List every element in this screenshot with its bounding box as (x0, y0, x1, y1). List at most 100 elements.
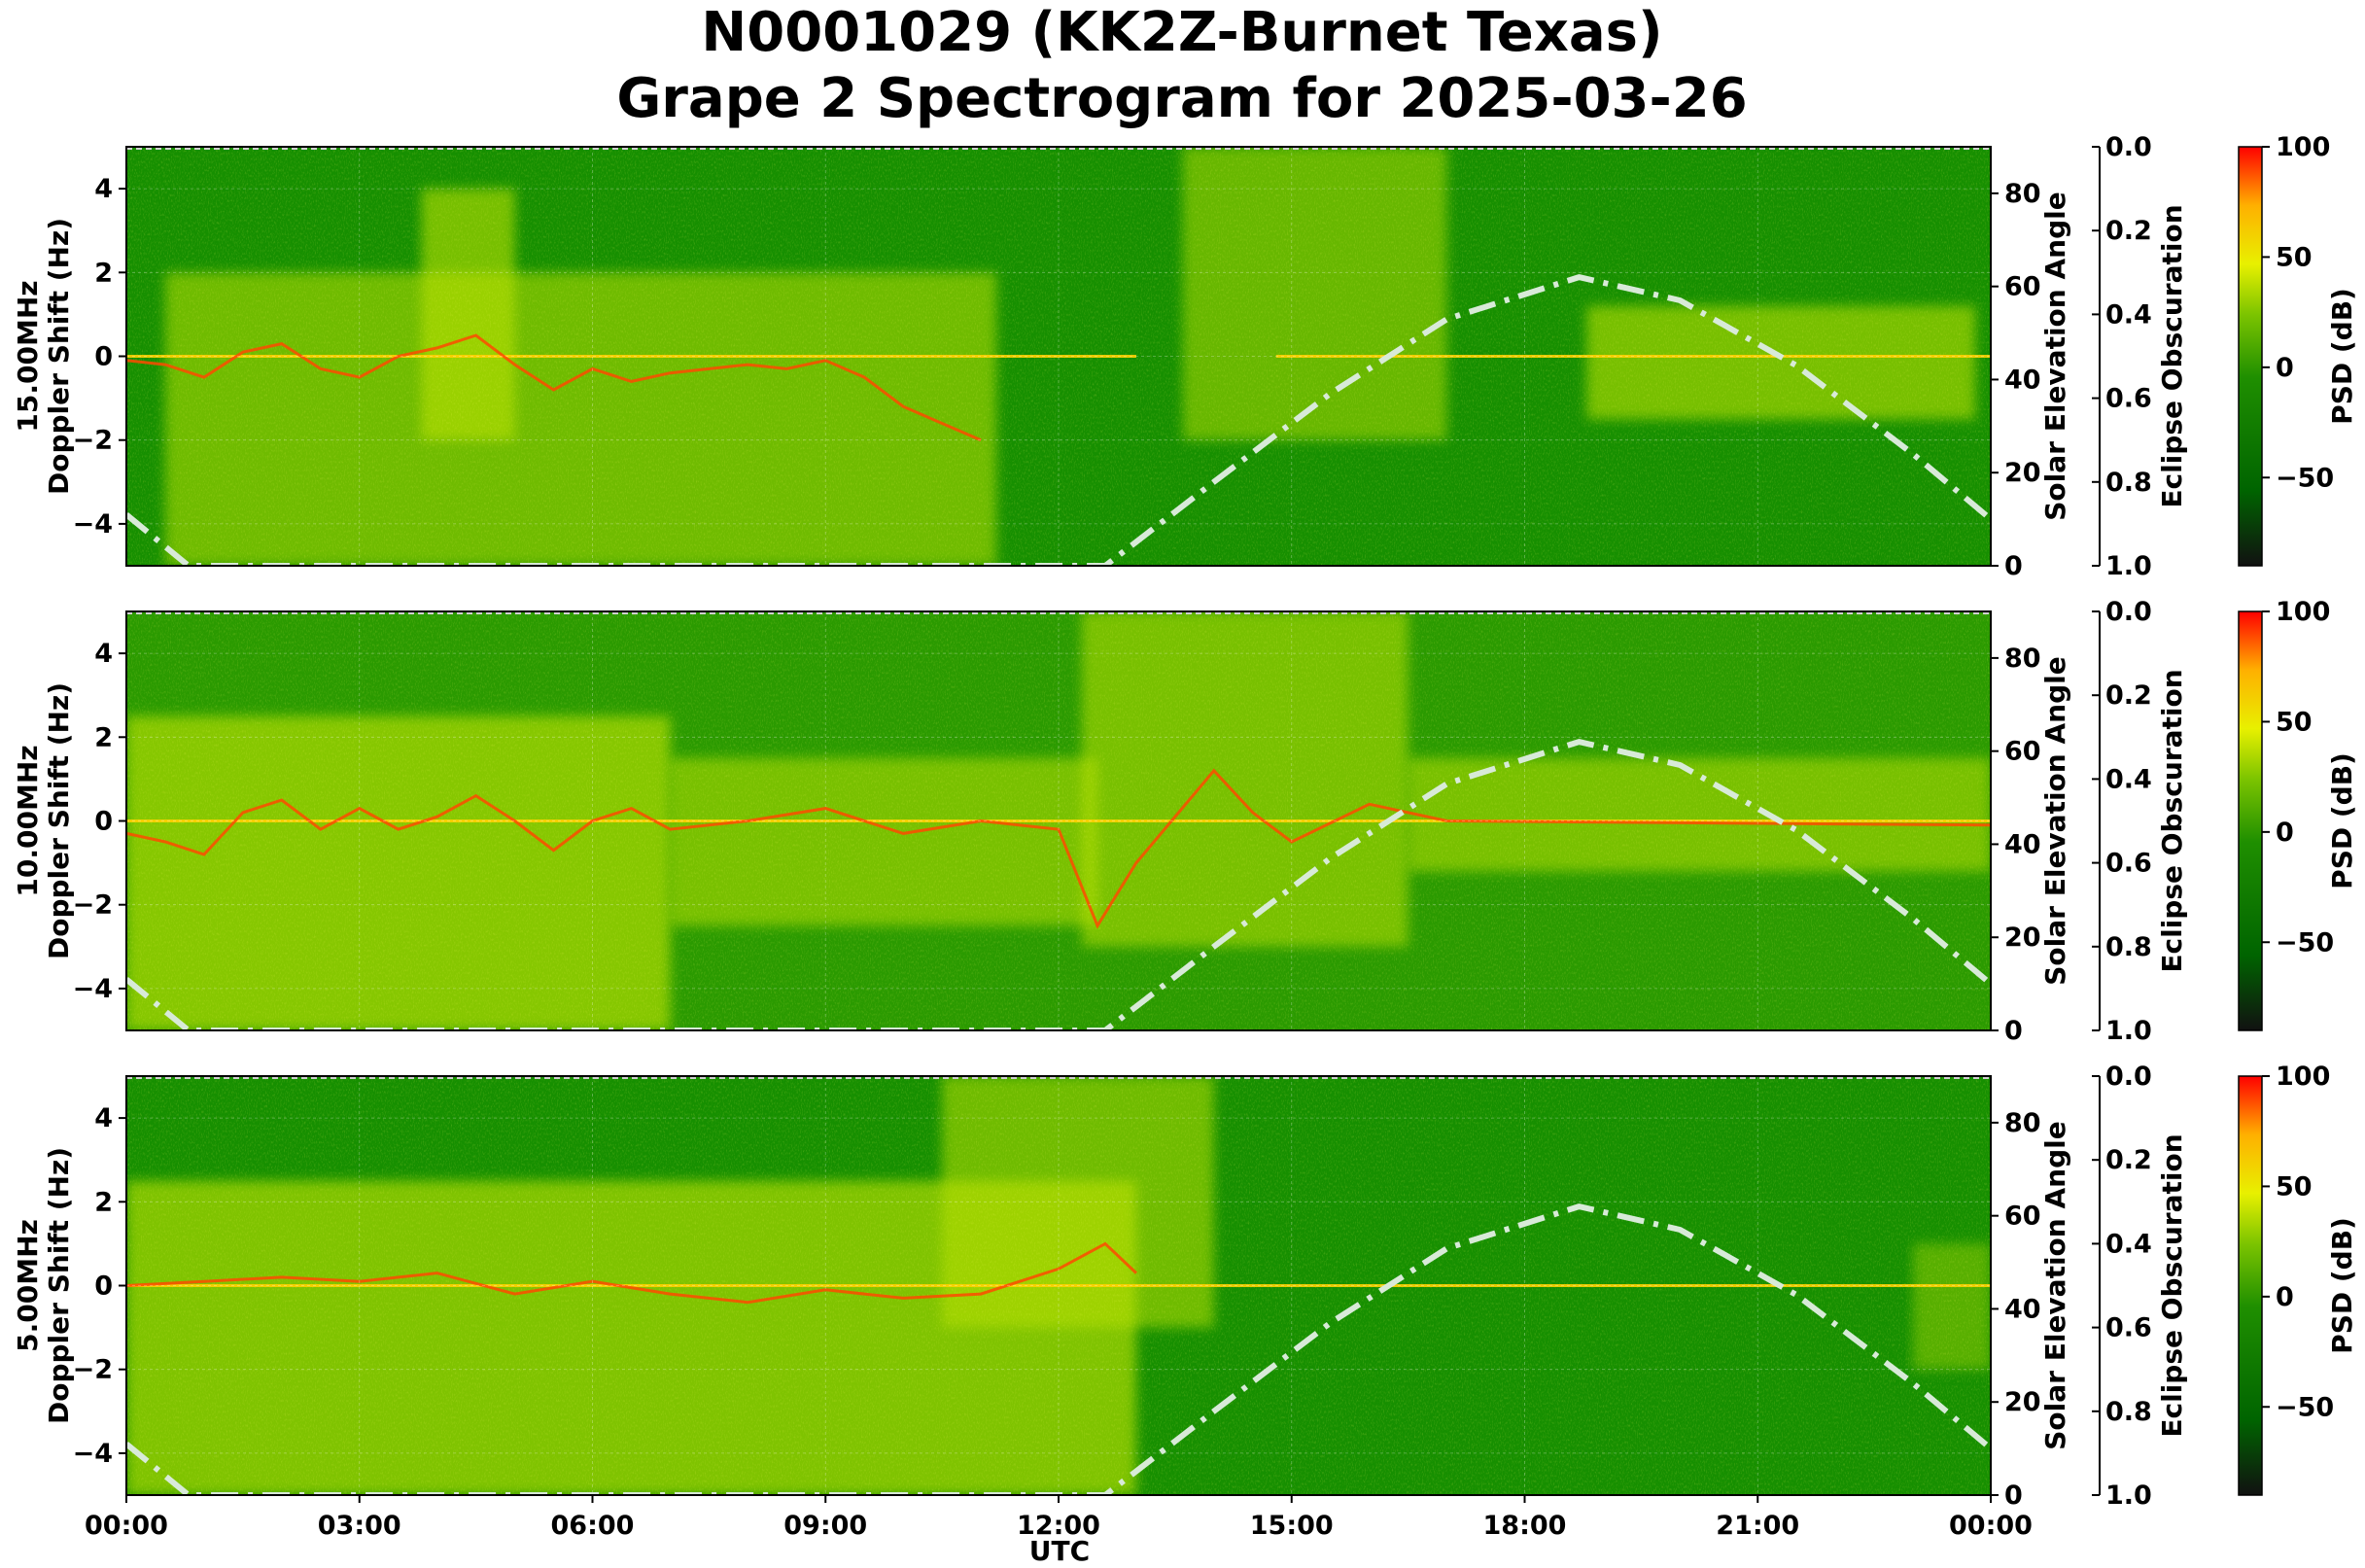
chart-title-line1: N0001029 (KK2Z-Burnet Texas) (701, 1, 1662, 64)
y-tick-label: 0 (94, 342, 113, 372)
spectrogram-panel (126, 611, 1991, 1030)
obsc-tick-label: 0.0 (2105, 132, 2152, 162)
y-tick-label: 4 (94, 1103, 113, 1133)
obsc-tick-label: 1.0 (2105, 551, 2152, 581)
y-tick-label: 2 (94, 1187, 113, 1217)
x-tick-label: 18:00 (1483, 1511, 1567, 1541)
elev-tick-label: 40 (2004, 829, 2041, 859)
elev-axis-label: Solar Elevation Angle (2039, 1121, 2071, 1449)
cbar-tick-label: −50 (2276, 463, 2334, 493)
y-tick-label: 0 (94, 807, 113, 837)
y-tick-label: −2 (73, 426, 113, 456)
cbar-axis-label: PSD (dB) (2326, 1217, 2358, 1354)
obsc-tick-label: 0.4 (2105, 764, 2152, 794)
y-tick-label: −2 (73, 890, 113, 921)
obsc-axis-label: Eclipse Obscuration (2156, 1133, 2188, 1437)
cbar-tick-label: 0 (2276, 1282, 2294, 1312)
elev-axis-label: Solar Elevation Angle (2039, 192, 2071, 520)
cbar-tick-label: 0 (2276, 818, 2294, 848)
chart-title-line2: Grape 2 Spectrogram for 2025-03-26 (616, 67, 1747, 130)
doppler-axis-label: Doppler Shift (Hz) (43, 1147, 75, 1424)
spectrogram-panel (126, 147, 1991, 566)
obsc-tick-label: 0.4 (2105, 1229, 2152, 1259)
panel-frequency-label: 5.00MHz (12, 1219, 44, 1352)
elev-tick-label: 60 (2004, 272, 2041, 302)
cbar-tick-label: −50 (2276, 1392, 2334, 1422)
cbar-tick-label: 50 (2276, 242, 2313, 272)
cbar-tick-label: 50 (2276, 1171, 2313, 1202)
x-tick-label: 09:00 (783, 1511, 867, 1541)
solar-elevation-line (126, 739, 1991, 1030)
obsc-tick-label: 0.6 (2105, 384, 2152, 414)
obsc-tick-label: 0.8 (2105, 1397, 2152, 1427)
cbar-tick-label: 100 (2276, 1062, 2330, 1092)
panels-group: 420−2−415.00MHz Doppler Shift (Hz)8060402… (12, 132, 2358, 1541)
elev-tick-label: 20 (2004, 923, 2041, 953)
obsc-axis-label: Eclipse Obscuration (2156, 669, 2188, 972)
y-tick-label: 2 (94, 258, 113, 288)
cbar-tick-label: 100 (2276, 597, 2330, 627)
cbar-tick-label: 50 (2276, 707, 2313, 737)
elev-tick-label: 0 (2004, 551, 2023, 581)
obsc-tick-label: 1.0 (2105, 1016, 2152, 1046)
obsc-tick-label: 0.8 (2105, 932, 2152, 962)
y-tick-label: 0 (94, 1272, 113, 1302)
obsc-tick-label: 0.0 (2105, 597, 2152, 627)
cbar-axis-label: PSD (dB) (2326, 288, 2358, 425)
elev-tick-label: 80 (2004, 179, 2041, 209)
elev-tick-label: 20 (2004, 1387, 2041, 1417)
doppler-axis-label: Doppler Shift (Hz) (43, 218, 75, 495)
elev-tick-label: 80 (2004, 644, 2041, 674)
obsc-tick-label: 0.4 (2105, 299, 2152, 330)
y-tick-label: −4 (73, 974, 113, 1004)
panel-frequency-label: 15.00MHz (12, 280, 44, 432)
x-tick-label: 12:00 (1017, 1511, 1100, 1541)
doppler-axis-label: Doppler Shift (Hz) (43, 682, 75, 959)
panel-frequency-label: 10.00MHz (12, 745, 44, 896)
y-tick-label: −2 (73, 1355, 113, 1385)
elev-tick-label: 0 (2004, 1481, 2023, 1511)
x-tick-label: 15:00 (1250, 1511, 1334, 1541)
elev-tick-label: 80 (2004, 1108, 2041, 1138)
solar-elevation-line (126, 274, 1991, 566)
elev-axis-label: Solar Elevation Angle (2039, 656, 2071, 985)
y-tick-label: 2 (94, 722, 113, 752)
x-tick-label: 00:00 (1949, 1511, 2033, 1541)
x-tick-label: 21:00 (1716, 1511, 1799, 1541)
elev-tick-label: 60 (2004, 1202, 2041, 1232)
spectrogram-panel (126, 1076, 1991, 1495)
y-tick-label: −4 (73, 1439, 113, 1469)
obsc-tick-label: 0.0 (2105, 1062, 2152, 1092)
obsc-tick-label: 0.8 (2105, 468, 2152, 498)
obsc-tick-label: 0.2 (2105, 1145, 2152, 1175)
elev-tick-label: 20 (2004, 458, 2041, 488)
colorbar (2238, 1075, 2263, 1496)
cbar-axis-label: PSD (dB) (2326, 752, 2358, 889)
cbar-tick-label: 0 (2276, 353, 2294, 383)
obsc-tick-label: 0.6 (2105, 1313, 2152, 1343)
cbar-tick-label: −50 (2276, 927, 2334, 958)
colorbar (2238, 610, 2263, 1031)
obsc-tick-label: 1.0 (2105, 1481, 2152, 1511)
doppler-trace (126, 1241, 1137, 1305)
obsc-tick-label: 0.2 (2105, 216, 2152, 246)
doppler-trace (126, 768, 1991, 929)
y-tick-label: 4 (94, 174, 113, 204)
doppler-trace (126, 333, 982, 442)
colorbar (2238, 146, 2263, 567)
x-tick-label: 06:00 (551, 1511, 635, 1541)
elev-tick-label: 40 (2004, 1294, 2041, 1324)
obsc-tick-label: 0.6 (2105, 849, 2152, 879)
obsc-tick-label: 0.2 (2105, 680, 2152, 711)
elev-tick-label: 40 (2004, 365, 2041, 395)
obsc-axis-label: Eclipse Obscuration (2156, 204, 2188, 507)
x-tick-label: 00:00 (85, 1511, 168, 1541)
solar-elevation-line (126, 1203, 1991, 1495)
x-tick-label: 03:00 (318, 1511, 401, 1541)
y-tick-label: −4 (73, 509, 113, 540)
elev-tick-label: 0 (2004, 1016, 2023, 1046)
x-axis-label: UTC (1029, 1535, 1090, 1567)
cbar-tick-label: 100 (2276, 132, 2330, 162)
y-tick-label: 4 (94, 639, 113, 669)
